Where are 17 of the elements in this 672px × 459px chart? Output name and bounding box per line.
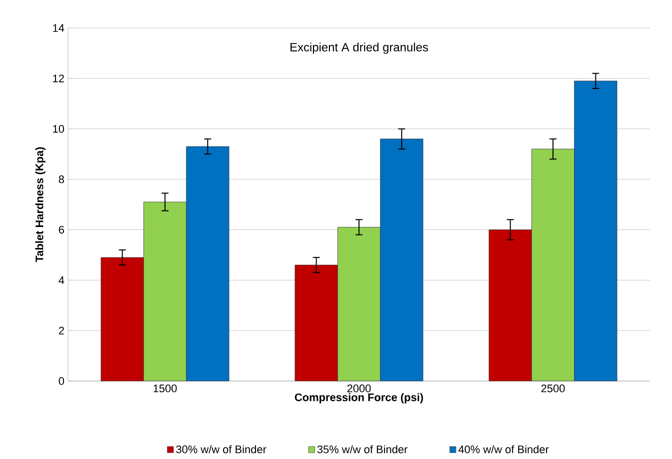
- legend-label: 30% w/w of Binder: [176, 445, 266, 454]
- x-tick-label: 2500: [541, 384, 565, 392]
- x-tick-label: 2000: [347, 384, 371, 392]
- y-tick-label: 8: [58, 176, 64, 184]
- y-tick-label: 0: [58, 377, 64, 386]
- y-tick-label: 2: [58, 326, 64, 335]
- x-tick-label: 1500: [154, 384, 177, 392]
- y-axis-title: Tablet Hardness (Kpa): [35, 147, 46, 262]
- legend-label: 35% w/w of Binder: [317, 445, 408, 454]
- text: Excipient A dried granules: [290, 42, 428, 54]
- y-tick-label: 10: [53, 125, 64, 133]
- y-tick-label: 6: [58, 226, 64, 234]
- y-tick-label: 14: [53, 24, 64, 32]
- legend-label: 40% w/w of Binder: [458, 445, 549, 454]
- y-tick-label: 12: [53, 74, 64, 82]
- x-axis-title: Compression Force (psi): [294, 393, 423, 404]
- y-tick-label: 4: [58, 276, 64, 284]
